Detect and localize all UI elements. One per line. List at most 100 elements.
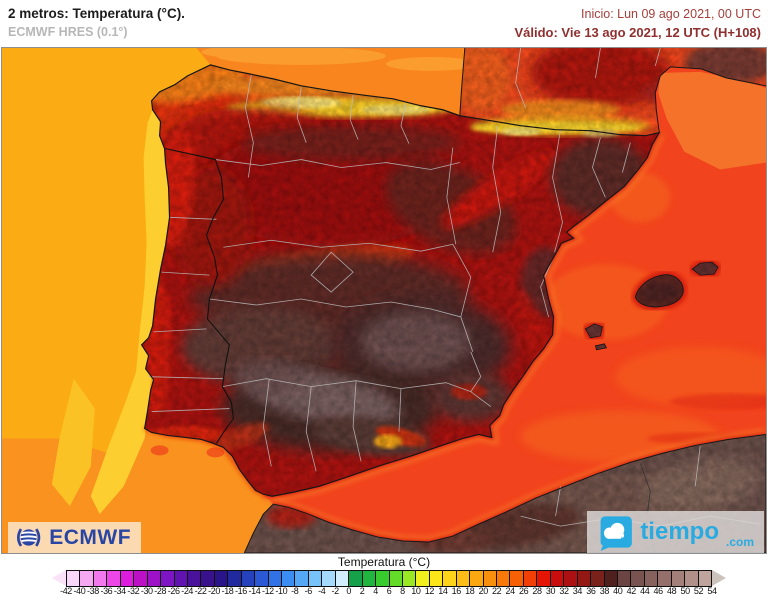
colorbar-tick-label: -34 bbox=[113, 586, 126, 596]
colorbar-tick-label: -6 bbox=[304, 586, 313, 596]
colorbar-cell bbox=[268, 570, 282, 587]
ecmwf-logo[interactable]: ECMWF bbox=[8, 522, 142, 553]
colorbar-tick-label: 30 bbox=[545, 586, 556, 596]
colorbar-labels: -42 -40 -38 -36 -34 -32 -30 -28 -26 -24 -22 -20 -18-… bbox=[60, 586, 717, 598]
colorbar-cell bbox=[564, 570, 578, 587]
colorbar-tick-label: 28 bbox=[532, 586, 542, 596]
colorbar-cell bbox=[604, 570, 618, 587]
colorbar-tick-label: 10 bbox=[411, 586, 421, 596]
colorbar-tick-label: 14 bbox=[438, 586, 448, 596]
colorbar-cell bbox=[66, 570, 81, 587]
colorbar-cell bbox=[523, 570, 538, 587]
colorbar-tick-label: 2 bbox=[359, 586, 365, 596]
colorbar-cell bbox=[187, 570, 202, 587]
colorbar-cell bbox=[510, 570, 524, 587]
colorbar-cell bbox=[685, 570, 699, 587]
colorbar-cell bbox=[443, 570, 457, 587]
page-title: 2 metros: Temperatura (°C). bbox=[8, 6, 185, 21]
colorbar-cell bbox=[282, 570, 296, 587]
colorbar-cell bbox=[255, 570, 269, 587]
colorbar-tick-label: 36 bbox=[586, 586, 596, 596]
colorbar-cell bbox=[214, 570, 229, 587]
colorbar-tick-label: 12 bbox=[424, 586, 435, 596]
tiempo-logo-text: tiempo bbox=[640, 518, 719, 545]
colorbar-tick-label: 26 bbox=[518, 586, 529, 596]
colorbar-tick-label: 50 bbox=[680, 586, 690, 596]
colorbar-tick-label: 34 bbox=[572, 586, 583, 596]
colorbar-cell bbox=[698, 570, 712, 587]
colorbar-tick-label: -42 bbox=[60, 586, 72, 596]
colorbar-left-arrow bbox=[52, 570, 66, 586]
colorbar-tick-label: -8 bbox=[291, 586, 299, 596]
colorbar-cell bbox=[93, 570, 108, 587]
colorbar-cell bbox=[577, 570, 592, 587]
map-frame: ECMWF tiempo .com bbox=[1, 47, 767, 554]
colorbar-tick-label: -14 bbox=[248, 586, 261, 596]
colorbar-tick-label: 38 bbox=[599, 586, 610, 596]
colorbar-tick-label: -12 bbox=[261, 586, 274, 596]
colorbar-tick-label: -24 bbox=[181, 586, 194, 596]
colorbar-tick-label: 24 bbox=[505, 586, 516, 596]
colorbar-cell bbox=[658, 570, 672, 587]
colorbar-tick-label: -32 bbox=[127, 586, 140, 596]
colorbar-tick-label: -38 bbox=[87, 586, 99, 596]
colorbar-tick-label: 44 bbox=[640, 586, 650, 596]
colorbar-cell bbox=[429, 570, 444, 587]
legend-title: Temperatura (°C) bbox=[337, 555, 431, 569]
colorbar-tick-label: -10 bbox=[275, 586, 288, 596]
tiempo-cloud-icon bbox=[600, 516, 633, 551]
colorbar-cell bbox=[376, 570, 390, 587]
colorbar-cell bbox=[591, 570, 605, 587]
colorbar-tick-label: 0 bbox=[346, 586, 351, 596]
valid-datetime: Válido: Vie 13 ago 2021, 12 UTC (H+108) bbox=[514, 25, 761, 40]
spain-portugal-border bbox=[165, 148, 234, 444]
colorbar-tick-label: -20 bbox=[208, 586, 220, 596]
colorbar-cell bbox=[335, 570, 350, 587]
init-datetime: Inicio: Lun 09 ago 2021, 00 UTC bbox=[581, 7, 761, 21]
colorbar-cell bbox=[107, 570, 121, 587]
colorbar-cell bbox=[631, 570, 645, 587]
tiempo-logo[interactable]: tiempo .com bbox=[587, 511, 764, 553]
colorbar-tick-label: -36 bbox=[100, 586, 113, 596]
ecmwf-logo-text: ECMWF bbox=[49, 526, 132, 549]
tiempo-logo-suffix: .com bbox=[725, 535, 754, 549]
colorbar-cell bbox=[470, 570, 484, 587]
ecmwf-globe-icon bbox=[16, 528, 41, 547]
colorbar-cell bbox=[120, 570, 135, 587]
colorbar-tick-label: -30 bbox=[140, 586, 153, 596]
colorbar-cell bbox=[134, 570, 148, 587]
colorbar-cell bbox=[617, 570, 632, 587]
colorbar-cell bbox=[322, 570, 336, 587]
temperature-map bbox=[2, 48, 766, 553]
colorbar-right-arrow bbox=[712, 570, 726, 586]
colorbar-cell bbox=[349, 570, 363, 587]
colorbar-tick-label: 8 bbox=[400, 586, 405, 596]
colorbar-tick-label: 6 bbox=[386, 586, 392, 596]
colorbar-tick-label: -2 bbox=[331, 586, 340, 596]
colorbar-cell bbox=[644, 570, 659, 587]
colorbar-cell bbox=[497, 570, 511, 587]
colorbar-cell bbox=[362, 570, 377, 587]
colorbar-cell bbox=[402, 570, 417, 587]
colorbar-tick-label: 18 bbox=[465, 586, 475, 596]
colorbar-cell bbox=[416, 570, 430, 587]
colorbar-tick-label: -18 bbox=[221, 586, 234, 596]
colorbar-cell bbox=[147, 570, 162, 587]
colorbar-cell bbox=[241, 570, 256, 587]
colorbar-tick-label: -4 bbox=[318, 586, 326, 596]
colorbar-tick-label: 4 bbox=[373, 586, 378, 596]
colorbar-tick-label: -26 bbox=[167, 586, 180, 596]
colorbar-cell bbox=[80, 570, 94, 587]
colorbar-cells bbox=[66, 570, 712, 587]
colorbar-cell bbox=[537, 570, 551, 587]
colorbar-tick-label: 22 bbox=[492, 586, 502, 596]
colorbar-tick-label: 40 bbox=[613, 586, 623, 596]
colorbar-cell bbox=[671, 570, 686, 587]
province-borders bbox=[148, 48, 761, 527]
colorbar-cell bbox=[550, 570, 565, 587]
colorbar-cell bbox=[228, 570, 242, 587]
colorbar-tick-label: 42 bbox=[626, 586, 637, 596]
colorbar-cell bbox=[389, 570, 403, 587]
colorbar-cell bbox=[295, 570, 309, 587]
colorbar-tick-label: -40 bbox=[73, 586, 86, 596]
